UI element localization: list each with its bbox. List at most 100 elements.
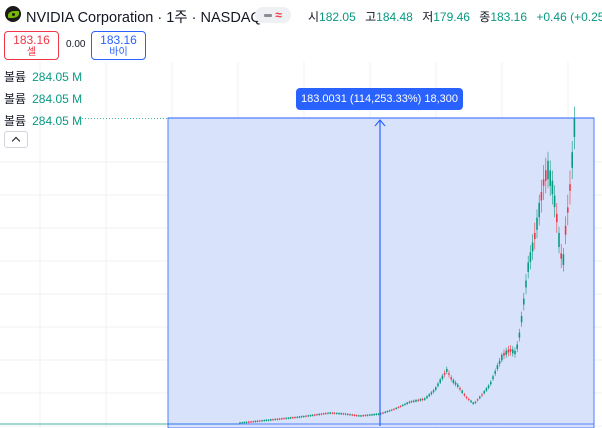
- candle-body: [481, 394, 483, 396]
- candle-body: [360, 415, 362, 417]
- candle-body: [347, 413, 349, 415]
- candle-body: [375, 413, 378, 416]
- candle-body: [487, 385, 490, 388]
- measure-label: 183.0031 (114,253.33%) 18,300: [296, 88, 463, 110]
- candle-body: [397, 406, 400, 408]
- candle-body: [393, 408, 395, 410]
- candle-body: [307, 415, 309, 417]
- candle-body: [267, 419, 270, 421]
- symbol-title[interactable]: NVIDIA Corporation · 1주 · NASDAQ: [26, 10, 262, 26]
- candle-body: [272, 419, 274, 421]
- candle-body: [509, 348, 512, 352]
- candle-body: [549, 170, 551, 186]
- candle-body: [333, 412, 336, 414]
- candle-body: [525, 280, 527, 288]
- volume-label: 볼륨: [4, 92, 27, 106]
- candle-body: [507, 349, 510, 353]
- candle-body: [529, 252, 532, 263]
- candle-body: [380, 413, 382, 415]
- candle-body: [256, 420, 259, 422]
- candle-body: [573, 118, 576, 137]
- candle-body: [450, 377, 452, 380]
- candle-body: [569, 184, 571, 191]
- candle-body: [421, 398, 424, 400]
- measure-box: [167, 117, 595, 428]
- candle-body: [243, 421, 246, 424]
- candle-body: [373, 413, 375, 416]
- volume-value: 284.05 M: [32, 114, 83, 128]
- candle-body: [534, 232, 536, 240]
- minus-icon: [264, 13, 273, 17]
- candle-body: [245, 421, 248, 423]
- candle-body: [553, 195, 556, 208]
- candle-body: [305, 415, 307, 417]
- nvidia-logo-icon: [5, 6, 21, 22]
- volume-legend-row: 볼륨 284.05 M: [4, 90, 82, 107]
- candle-body: [325, 413, 327, 415]
- symbol-header: NVIDIA Corporation · 1주 · NASDAQ ≈ 시182.…: [0, 0, 602, 30]
- candle-body: [503, 352, 505, 356]
- candle-body: [527, 262, 529, 272]
- spread-value: 0.00: [66, 39, 86, 50]
- candle-body: [270, 419, 272, 421]
- buy-price: 183.16: [100, 33, 137, 47]
- candle-body: [366, 414, 369, 416]
- candle-body: [465, 397, 468, 399]
- candle-body: [492, 376, 494, 380]
- candle-body: [432, 390, 435, 393]
- candle-body: [415, 399, 417, 402]
- candle-body: [386, 410, 389, 413]
- candle-body: [349, 414, 351, 416]
- close-value: 183.16: [490, 10, 528, 24]
- change-value: +0.46 (+0.25%): [536, 10, 602, 24]
- candle-body: [298, 416, 301, 418]
- candle-body: [516, 344, 518, 349]
- candle-body: [457, 384, 459, 387]
- low-value: 179.46: [433, 10, 470, 24]
- candle-body: [531, 242, 534, 252]
- collapse-legend-button[interactable]: [4, 131, 28, 148]
- candle-body: [547, 160, 549, 180]
- ohlc-values: 시182.05 고184.48 저179.46 종183.16 +0.46 (+…: [308, 8, 602, 25]
- buy-label: 바이: [109, 47, 128, 58]
- candle-body: [384, 411, 386, 413]
- candle-body: [320, 413, 323, 415]
- candle-body: [536, 217, 538, 230]
- candle-body: [571, 152, 573, 168]
- candle-body: [496, 365, 499, 370]
- candle-body: [410, 401, 413, 403]
- candle-body: [281, 418, 283, 420]
- open-label: 시: [308, 10, 320, 24]
- candle-body: [391, 409, 393, 411]
- candle-body: [494, 371, 496, 374]
- sell-button[interactable]: 183.16 셀: [4, 31, 59, 60]
- candle-body: [355, 415, 358, 417]
- candle-body: [344, 413, 347, 415]
- open-value: 182.05: [319, 10, 356, 24]
- candle-body: [265, 419, 268, 421]
- buy-button[interactable]: 183.16 바이: [91, 31, 146, 60]
- candle-body: [369, 414, 371, 416]
- close-label: 종: [479, 10, 491, 24]
- volume-value: 284.05 M: [32, 92, 83, 106]
- candle-body: [441, 375, 444, 380]
- compare-toggle[interactable]: ≈: [255, 7, 291, 23]
- candle-body: [490, 381, 492, 385]
- candle-body: [377, 413, 380, 415]
- candle-body: [459, 388, 461, 390]
- candle-body: [252, 421, 254, 423]
- candle-body: [437, 383, 439, 387]
- measure-arrow-head: [374, 119, 386, 127]
- candle-body: [336, 412, 338, 414]
- candle-body: [428, 394, 430, 397]
- candle-body: [399, 405, 402, 407]
- candle-body: [329, 412, 331, 414]
- candle-body: [501, 354, 503, 361]
- candle-body: [435, 387, 437, 390]
- candle-body: [485, 388, 488, 391]
- candle-body: [560, 253, 562, 259]
- candle-body: [285, 417, 287, 419]
- candle-body: [248, 421, 250, 423]
